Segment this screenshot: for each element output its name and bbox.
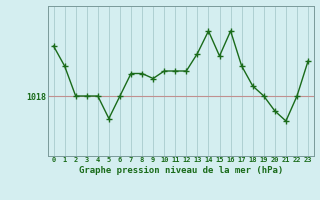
X-axis label: Graphe pression niveau de la mer (hPa): Graphe pression niveau de la mer (hPa) (79, 166, 283, 175)
